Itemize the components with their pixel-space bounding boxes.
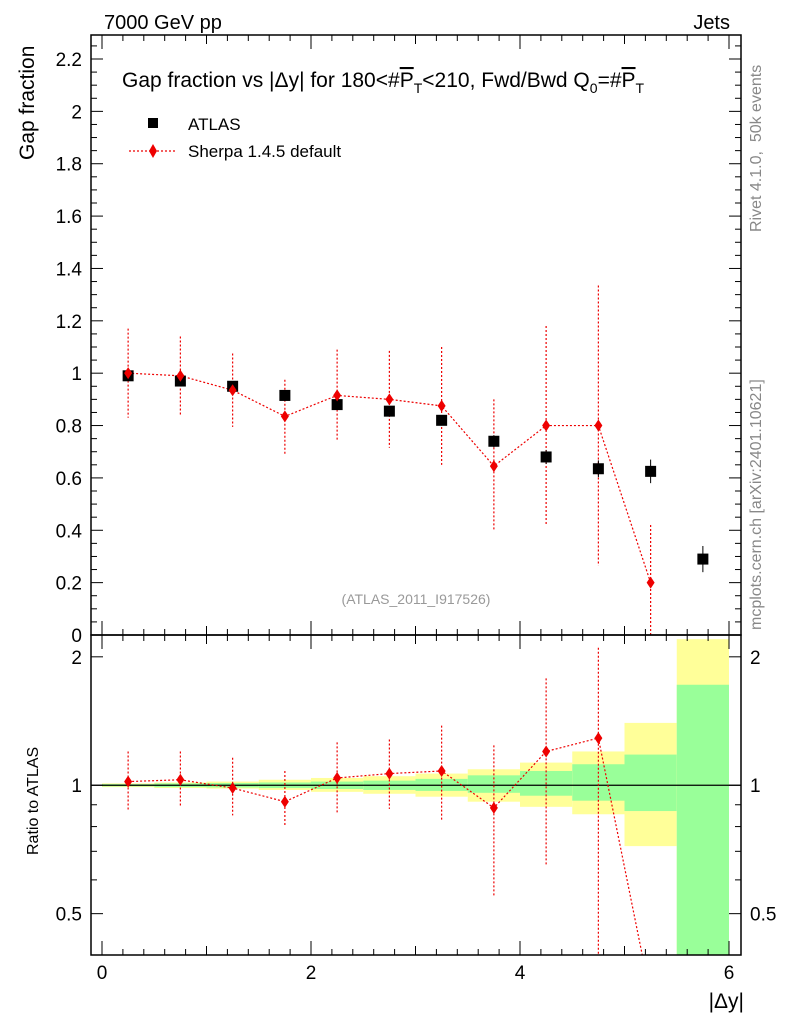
x-tick-label: 6 (724, 963, 735, 984)
sherpa-point (228, 384, 237, 397)
title-sub-t-2: T (636, 80, 645, 96)
y-axis-label: Gap fraction (16, 46, 39, 160)
atlas-point (645, 465, 657, 477)
title-sub-zero: 0 (590, 80, 598, 96)
atlas-point (279, 389, 291, 401)
sherpa-point (646, 576, 655, 589)
title-part-b: y| for 180<# (289, 69, 400, 92)
x-tick-label: 0 (97, 963, 108, 984)
atlas-point (383, 405, 395, 417)
y-tick-label: 0 (71, 626, 82, 647)
chart-title: Gap fraction vs |Δy| for 180<#PT<210, Fw… (122, 69, 645, 96)
y-tick-label: 0.6 (56, 469, 82, 490)
ratio-axis-label: Ratio to ATLAS (25, 747, 42, 855)
ratio-tick-label-left: 0.5 (56, 905, 82, 926)
legend-atlas-label: ATLAS (188, 115, 241, 134)
ratio-sherpa-point (280, 795, 289, 808)
mcplots-label: mcplots.cern.ch [arXiv:2401.10621] (748, 379, 765, 630)
y-tick-label: 0.2 (56, 574, 82, 595)
ratio-tick-label-left: 1 (71, 776, 82, 797)
y-tick-label: 1.4 (56, 259, 83, 280)
sherpa-point (594, 419, 603, 432)
ratio-band-green (676, 684, 729, 955)
title-pbar-2: P (622, 69, 636, 92)
ratio-sherpa-point (437, 764, 446, 777)
ratio-band-green (467, 775, 520, 793)
sherpa-point (176, 369, 185, 382)
sherpa-point (542, 419, 551, 432)
y-tick-label: 2 (71, 102, 82, 123)
atlas-point (436, 414, 448, 426)
ratio-sherpa-point (228, 782, 237, 795)
ratio-sherpa-point (176, 773, 185, 786)
ratio-tick-label-right: 1 (750, 776, 761, 797)
legend-sherpa-label: Sherpa 1.4.5 default (188, 142, 341, 161)
x-tick-label: 4 (515, 963, 526, 984)
x-tick-label: 2 (306, 963, 317, 984)
ratio-sherpa-point (594, 732, 603, 745)
atlas-point (697, 553, 709, 565)
header-process: Jets (693, 12, 730, 34)
atlas-point (592, 463, 604, 475)
sherpa-point (333, 389, 342, 402)
ratio-tick-label-right: 0.5 (750, 905, 776, 926)
y-tick-label: 1 (71, 364, 82, 385)
y-tick-label: 0.4 (56, 521, 83, 542)
y-tick-label: 1.2 (56, 312, 82, 333)
header-energy: 7000 GeV pp (104, 12, 222, 34)
ratio-sherpa-point (542, 745, 551, 758)
title-delta: Δ (275, 69, 289, 92)
sherpa-point (124, 367, 133, 380)
y-tick-label: 1.8 (56, 155, 82, 176)
sherpa-point (437, 399, 446, 412)
y-tick-label: 2.2 (56, 50, 82, 71)
title-part-a: Gap fraction vs | (122, 69, 275, 92)
x-axis-label: |Δy| (709, 990, 744, 1013)
atlas-point (331, 399, 343, 411)
title-part-c: <210, Fwd/Bwd Q (422, 69, 590, 92)
sherpa-point (385, 393, 394, 406)
ratio-band-green (572, 764, 625, 801)
title-sub-t-1: T (414, 80, 423, 96)
ratio-sherpa-point (124, 775, 133, 788)
sherpa-point (280, 410, 289, 423)
ratio-sherpa-point (385, 767, 394, 780)
ratio-sherpa-point (333, 771, 342, 784)
title-part-d: =# (598, 69, 622, 92)
ratio-sherpa-point (489, 801, 498, 814)
legend-sherpa-marker (149, 144, 157, 158)
analysis-annotation: (ATLAS_2011_I917526) (342, 591, 491, 607)
rivet-label: Rivet 4.1.0, 50k events (748, 65, 765, 232)
title-pbar-1: P (400, 69, 414, 92)
ratio-tick-label-right: 2 (750, 648, 761, 669)
ratio-band-green (624, 754, 677, 812)
ratio-tick-label-left: 2 (71, 648, 82, 669)
y-tick-label: 0.8 (56, 417, 82, 438)
atlas-point (540, 451, 552, 463)
sherpa-point (489, 460, 498, 473)
atlas-point (488, 435, 500, 447)
y-tick-label: 1.6 (56, 207, 82, 228)
legend-atlas-marker (148, 118, 158, 128)
